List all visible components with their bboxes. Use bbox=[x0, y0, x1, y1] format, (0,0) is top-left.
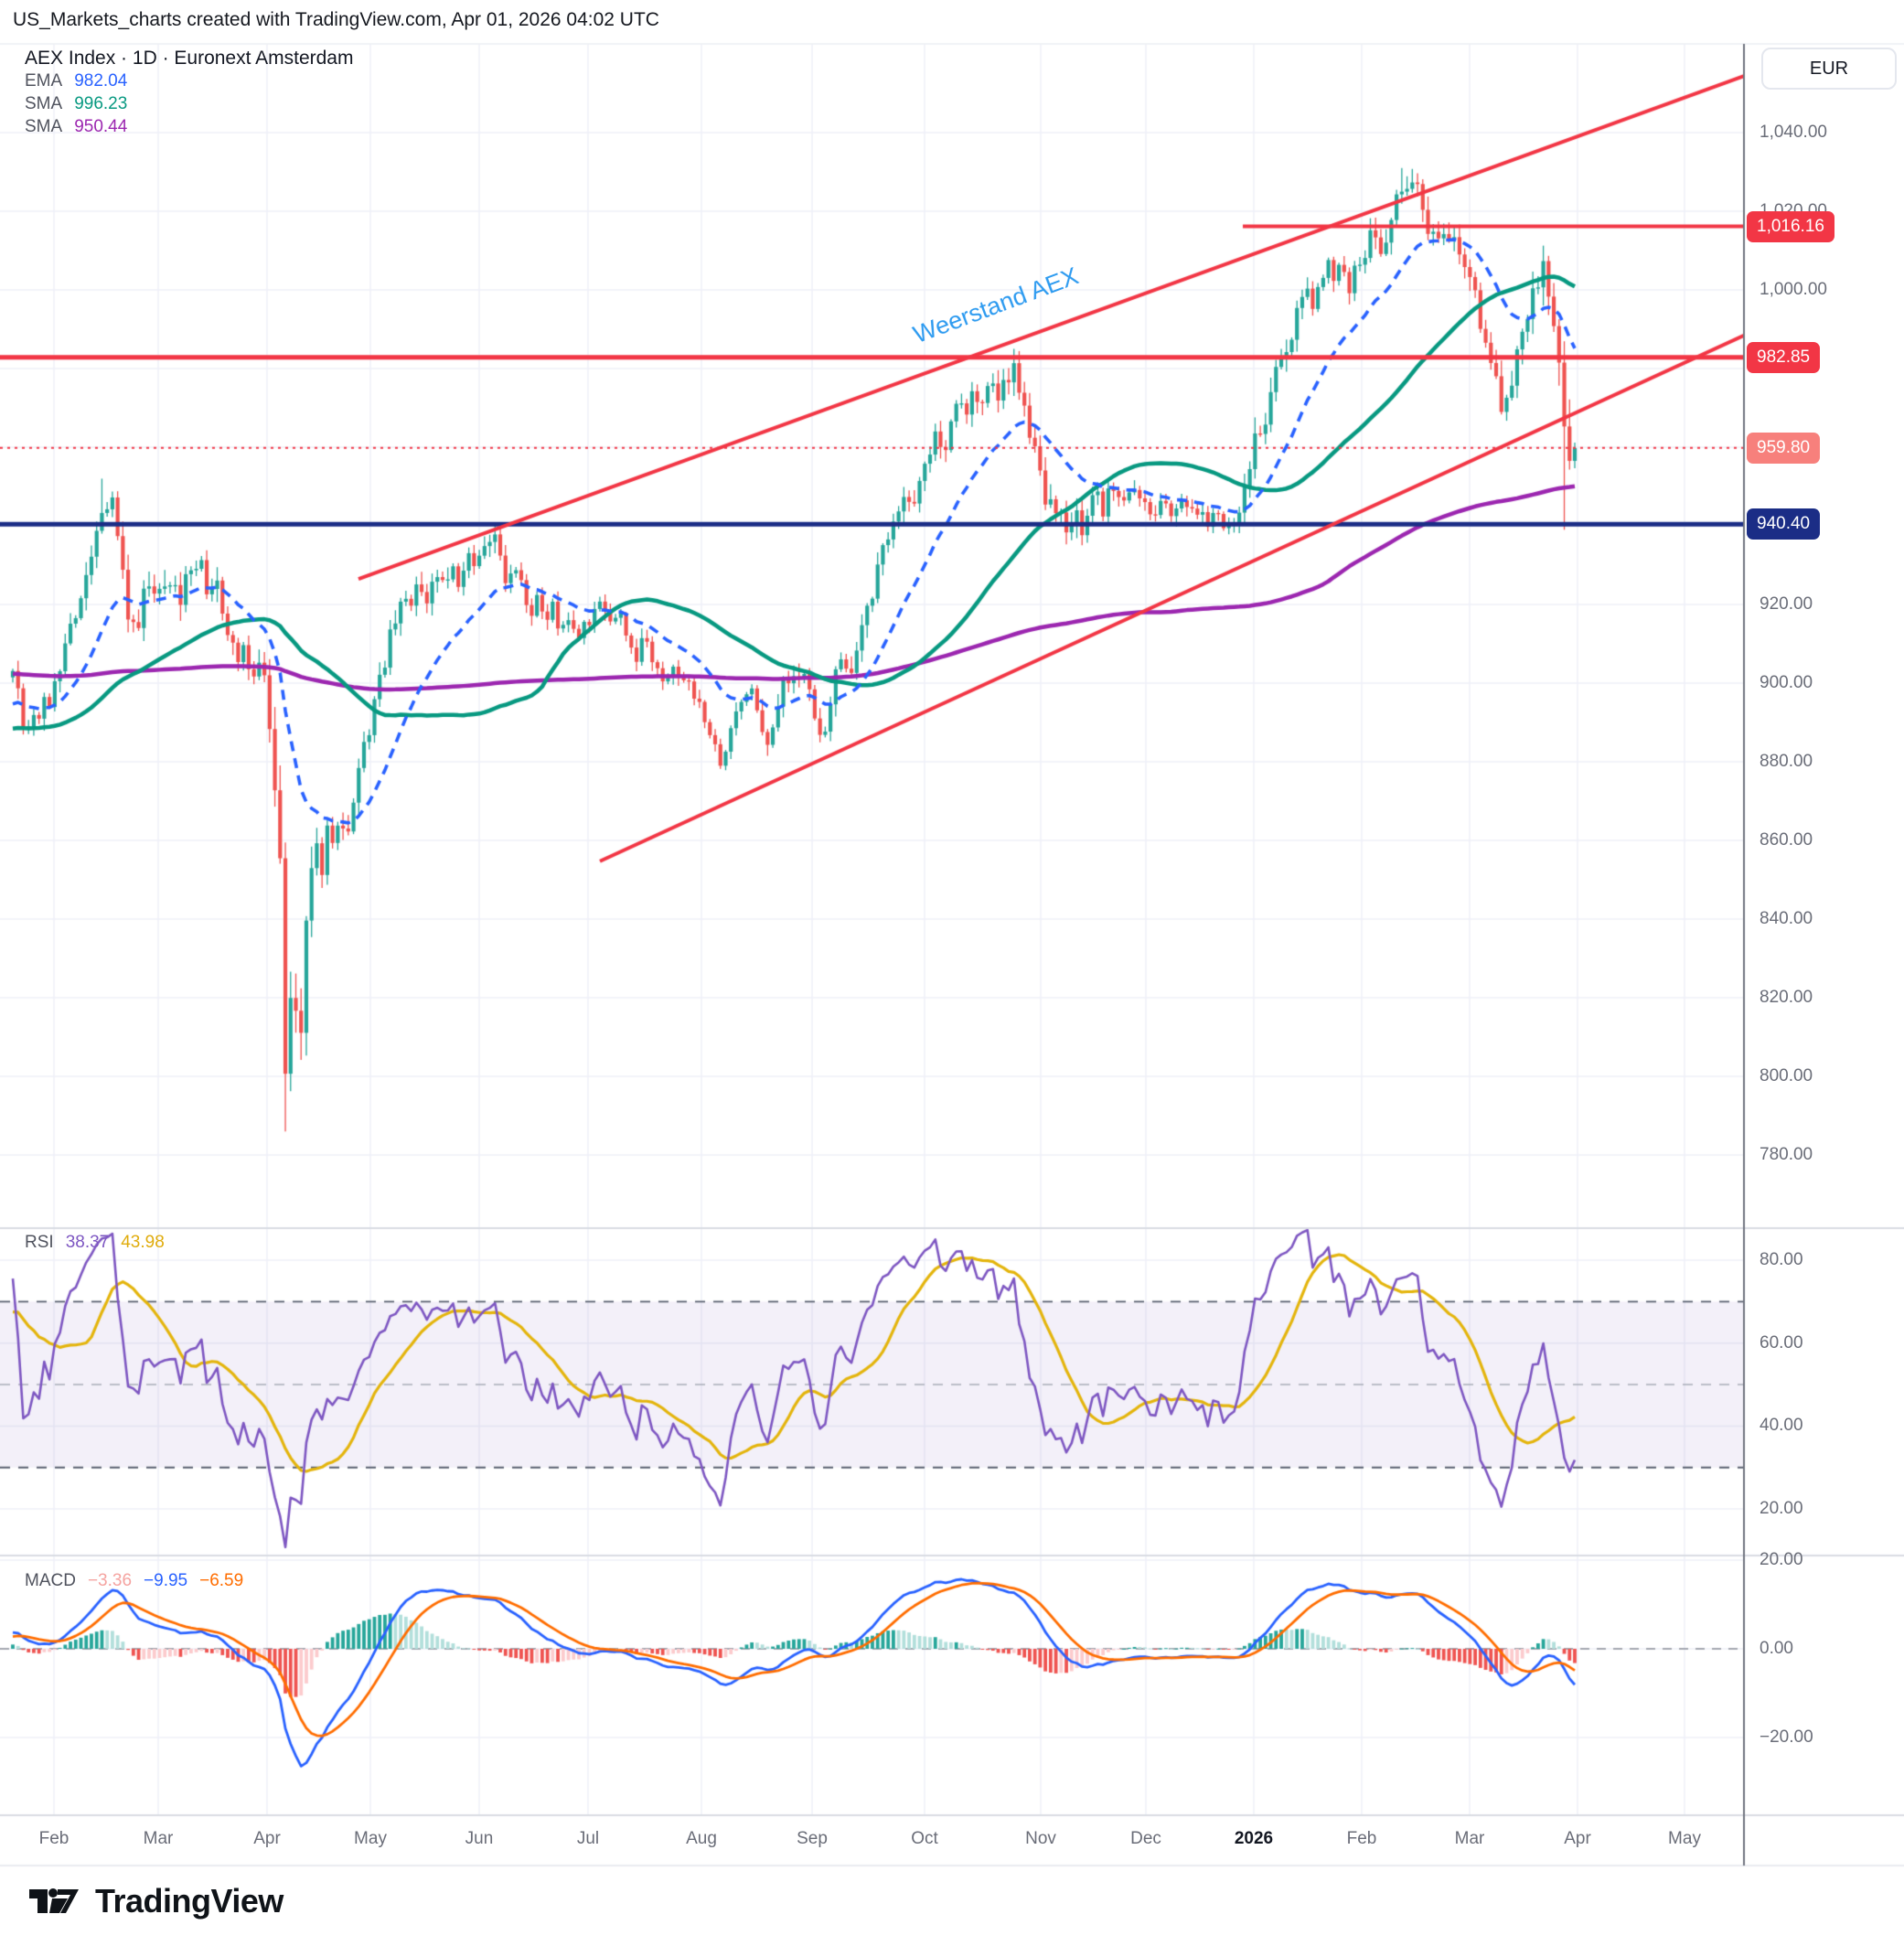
legend-row-macd[interactable]: MACD −3.36 −9.95 −6.59 bbox=[25, 1571, 243, 1591]
time-axis-label: Feb bbox=[1346, 1829, 1377, 1848]
price-tick-label: 820.00 bbox=[1760, 988, 1813, 1007]
symbol-title: AEX Index · 1D · Euronext Amsterdam bbox=[25, 48, 354, 69]
brand-wordmark: TradingView bbox=[95, 1882, 283, 1920]
time-axis-label: May bbox=[1668, 1829, 1701, 1848]
rsi-value: 38.37 bbox=[65, 1233, 110, 1252]
legend-row-sma-fast[interactable]: SMA 996.23 bbox=[25, 94, 127, 114]
macd-line-value: −9.95 bbox=[144, 1571, 188, 1590]
price-tick-label: 860.00 bbox=[1760, 830, 1813, 850]
time-axis-label: Nov bbox=[1025, 1829, 1056, 1848]
legend-label: SMA bbox=[25, 94, 63, 113]
legend-value: 996.23 bbox=[74, 94, 128, 113]
rsi-tick-label: 80.00 bbox=[1760, 1250, 1803, 1269]
currency-button[interactable]: EUR bbox=[1761, 48, 1897, 90]
time-axis-label: Apr bbox=[1564, 1829, 1591, 1848]
macd-tick-label: −20.00 bbox=[1760, 1727, 1813, 1747]
rsi-tick-label: 60.00 bbox=[1760, 1332, 1803, 1353]
time-axis-label: May bbox=[354, 1829, 387, 1848]
time-axis-label: Feb bbox=[38, 1829, 70, 1848]
legend-value: 950.44 bbox=[74, 117, 128, 136]
tradingview-logo-icon bbox=[29, 1888, 79, 1913]
price-tick-label: 1,000.00 bbox=[1760, 280, 1827, 299]
macd-signal-value: −6.59 bbox=[199, 1571, 244, 1590]
price-tick-label: 840.00 bbox=[1760, 909, 1813, 928]
price-badge: 1,016.16 bbox=[1747, 210, 1834, 242]
time-axis-label: Mar bbox=[143, 1829, 174, 1848]
time-axis-label: Mar bbox=[1454, 1829, 1485, 1848]
legend-label: SMA bbox=[25, 117, 63, 136]
tradingview-logo[interactable]: TradingView bbox=[27, 1882, 283, 1920]
legend-label: MACD bbox=[25, 1571, 76, 1590]
price-tick-label: 900.00 bbox=[1760, 673, 1813, 692]
legend-row-ema[interactable]: EMA 982.04 bbox=[25, 71, 127, 91]
time-axis-label: Dec bbox=[1130, 1829, 1161, 1848]
macd-tick-label: 20.00 bbox=[1760, 1550, 1803, 1569]
price-tick-label: 780.00 bbox=[1760, 1145, 1813, 1164]
rsi-ma-value: 43.98 bbox=[121, 1233, 165, 1252]
price-tick-label: 800.00 bbox=[1760, 1066, 1813, 1085]
macd-hist-value: −3.36 bbox=[87, 1571, 133, 1590]
legend-row-rsi[interactable]: RSI 38.37 43.98 bbox=[25, 1233, 165, 1253]
price-badge: 982.85 bbox=[1747, 341, 1821, 373]
time-axis-label: Jun bbox=[465, 1829, 494, 1848]
legend-value: 982.04 bbox=[74, 71, 128, 91]
price-tick-label: 920.00 bbox=[1760, 594, 1813, 614]
price-tick-label: 1,040.00 bbox=[1760, 123, 1827, 142]
time-axis-label: Aug bbox=[686, 1829, 717, 1848]
time-axis-label: Oct bbox=[911, 1829, 938, 1848]
macd-tick-label: 0.00 bbox=[1760, 1639, 1793, 1658]
time-axis-label: 2026 bbox=[1234, 1829, 1274, 1848]
legend-label: EMA bbox=[25, 71, 63, 91]
legend-row-sma-slow[interactable]: SMA 950.44 bbox=[25, 117, 127, 137]
price-badge: 940.40 bbox=[1747, 508, 1821, 540]
attribution-text: US_Markets_charts created with TradingVi… bbox=[13, 9, 659, 30]
price-badge: 959.80 bbox=[1747, 432, 1821, 464]
time-axis-label: Apr bbox=[253, 1829, 281, 1848]
rsi-tick-label: 20.00 bbox=[1760, 1499, 1803, 1519]
legend-label: RSI bbox=[25, 1233, 54, 1252]
rsi-tick-label: 40.00 bbox=[1760, 1416, 1803, 1436]
time-axis-label: Sep bbox=[797, 1829, 828, 1848]
time-axis-label: Jul bbox=[576, 1829, 600, 1848]
price-tick-label: 880.00 bbox=[1760, 752, 1813, 771]
